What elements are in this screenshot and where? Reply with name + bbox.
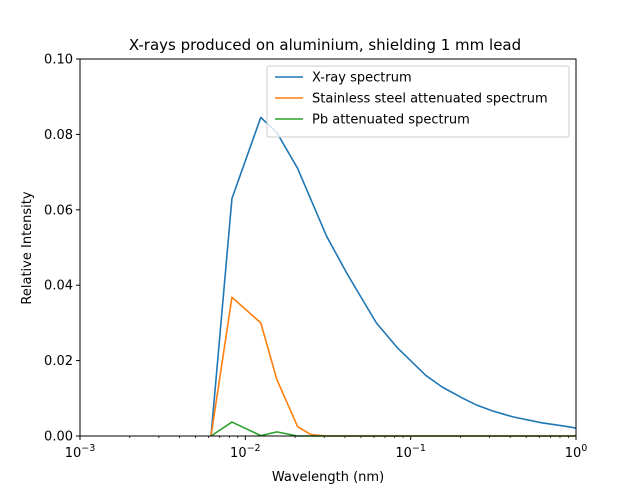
- legend-label: X-ray spectrum: [312, 71, 412, 86]
- chart-title: X-rays produced on aluminium, shielding …: [129, 36, 521, 54]
- x-axis-title: Wavelength (nm): [272, 470, 384, 485]
- y-tick-label: 0.08: [44, 128, 73, 143]
- y-tick-label: 0.10: [44, 53, 73, 68]
- x-tick-label: 10−3: [65, 443, 96, 461]
- legend-box: [266, 65, 570, 138]
- y-tick-label: 0.06: [44, 203, 73, 218]
- legend: X-ray spectrum Stainless steel attenuated…: [266, 65, 570, 138]
- y-tick-label: 0.02: [44, 354, 73, 369]
- y-axis-title: Relative Intensity: [20, 191, 35, 304]
- plot-frame: [79, 58, 577, 437]
- y-tick-label: 0.04: [44, 279, 73, 294]
- axis-ticks: 0.00 0.02 0.04 0.06 0.08 0.10 10−3 10−2 10−1 100: [44, 53, 587, 462]
- x-tick-label: 10−2: [230, 443, 261, 461]
- y-tick-label: 0.00: [44, 430, 73, 445]
- legend-label: Pb attenuated spectrum: [312, 113, 470, 128]
- x-tick-label: 10−1: [395, 443, 426, 461]
- x-tick-label: 100: [565, 443, 588, 461]
- legend-label: Stainless steel attenuated spectrum: [312, 92, 548, 107]
